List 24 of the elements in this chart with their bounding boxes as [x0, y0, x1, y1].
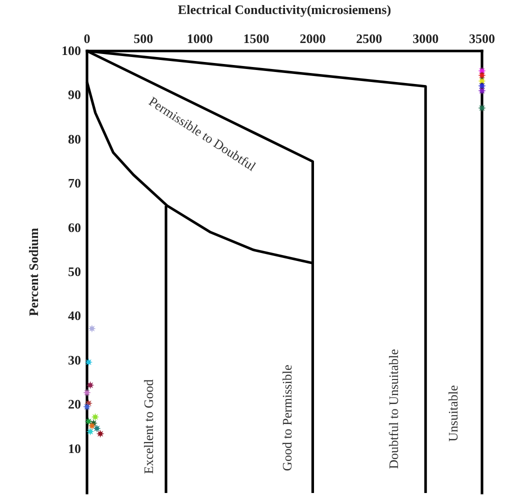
y-tick-label: 20 — [68, 396, 81, 412]
x-tick-label: 3500 — [469, 31, 495, 46]
y-tick-label: 100 — [62, 43, 81, 58]
x-axis-title: Electrical Conductivity(microsiemens) — [178, 2, 392, 17]
annotation: Unsuitable — [445, 385, 460, 442]
y-tick-label: 90 — [68, 87, 81, 102]
y-tick-label: 40 — [68, 308, 81, 324]
x-tick-label: 2500 — [356, 31, 382, 46]
y-tick-label: 10 — [68, 440, 81, 456]
x-tick-label: 500 — [134, 31, 154, 46]
annotation: Good to Permissible — [279, 364, 294, 471]
y-tick-label: 30 — [68, 352, 81, 368]
x-tick-label: 2000 — [300, 31, 326, 46]
y-axis-title: Percent Sodium — [26, 228, 41, 316]
x-tick-label: 1500 — [243, 31, 270, 46]
x-tick-label: 0 — [84, 31, 90, 46]
y-tick-label: 50 — [68, 264, 81, 279]
x-tick-label: 3000 — [412, 31, 439, 46]
annotation: Excellent to Good — [141, 378, 156, 474]
y-tick-label: 80 — [68, 131, 81, 146]
y-tick-label: 60 — [68, 220, 81, 235]
annotation: Doubtful to Unsuitable — [386, 348, 402, 469]
x-tick-label: 1000 — [186, 31, 213, 46]
y-tick-label: 70 — [68, 176, 81, 191]
